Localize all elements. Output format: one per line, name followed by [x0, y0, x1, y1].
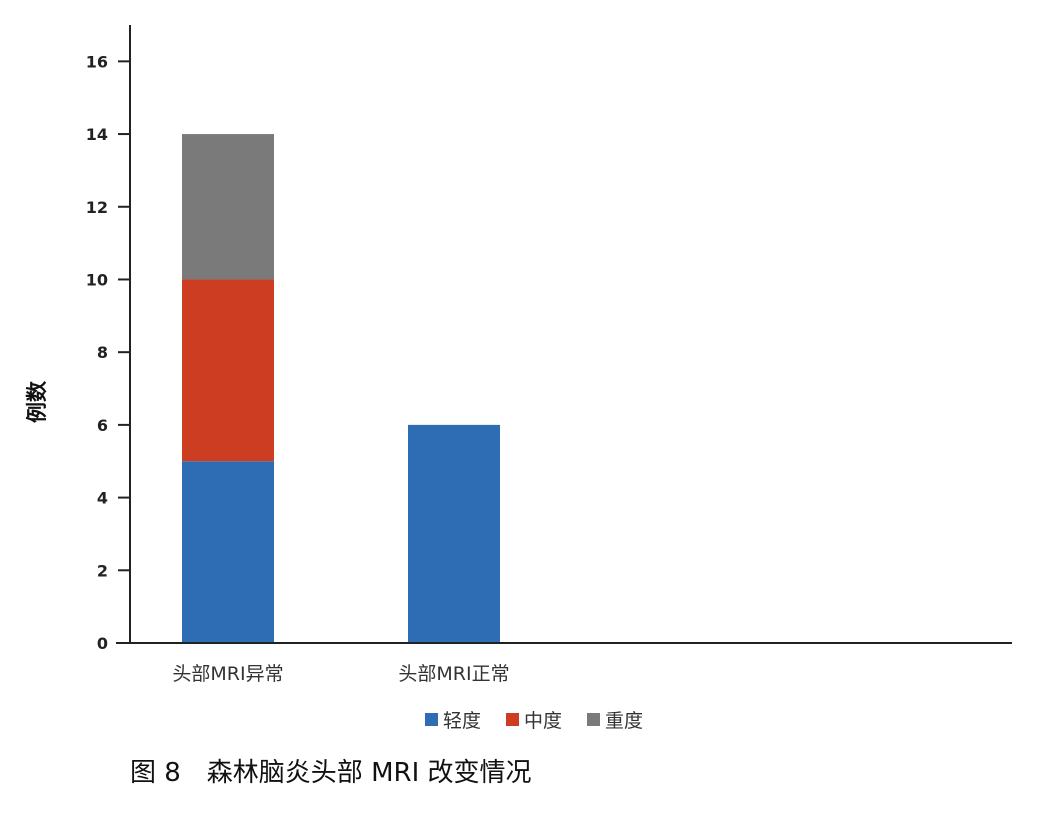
- legend-swatch: [587, 713, 600, 726]
- y-tick-label: 4: [97, 489, 108, 508]
- y-tick-label: 16: [86, 52, 108, 71]
- legend: 轻度 中度 重度: [425, 710, 643, 732]
- y-tick-label: 2: [97, 561, 108, 580]
- x-category-label: 头部MRI正常: [398, 663, 509, 685]
- y-axis-title: 例数: [25, 380, 49, 423]
- bar-segment: [182, 134, 274, 280]
- bar-segment: [182, 279, 274, 462]
- y-tick-label: 10: [86, 270, 108, 289]
- y-tick-label: 6: [97, 416, 108, 435]
- y-tick-label: 14: [86, 125, 108, 144]
- legend-label: 中度: [524, 710, 562, 732]
- y-tick-label: 8: [97, 343, 108, 362]
- y-axis: 0 2 4 6 8 10 12 14 16: [86, 25, 131, 653]
- legend-swatch: [425, 713, 438, 726]
- legend-swatch: [506, 713, 519, 726]
- figure-caption: 图 8 森林脑炎头部 MRI 改变情况: [130, 758, 532, 788]
- legend-label: 轻度: [443, 710, 481, 732]
- y-tick-label: 12: [86, 198, 108, 217]
- x-axis: 头部MRI异常 头部MRI正常: [116, 642, 1012, 685]
- legend-label: 重度: [605, 710, 643, 732]
- x-category-label: 头部MRI异常: [172, 663, 283, 685]
- bars: [182, 134, 500, 643]
- bar-segment: [408, 424, 500, 643]
- bar-segment: [182, 461, 274, 643]
- y-tick-label: 0: [97, 634, 108, 653]
